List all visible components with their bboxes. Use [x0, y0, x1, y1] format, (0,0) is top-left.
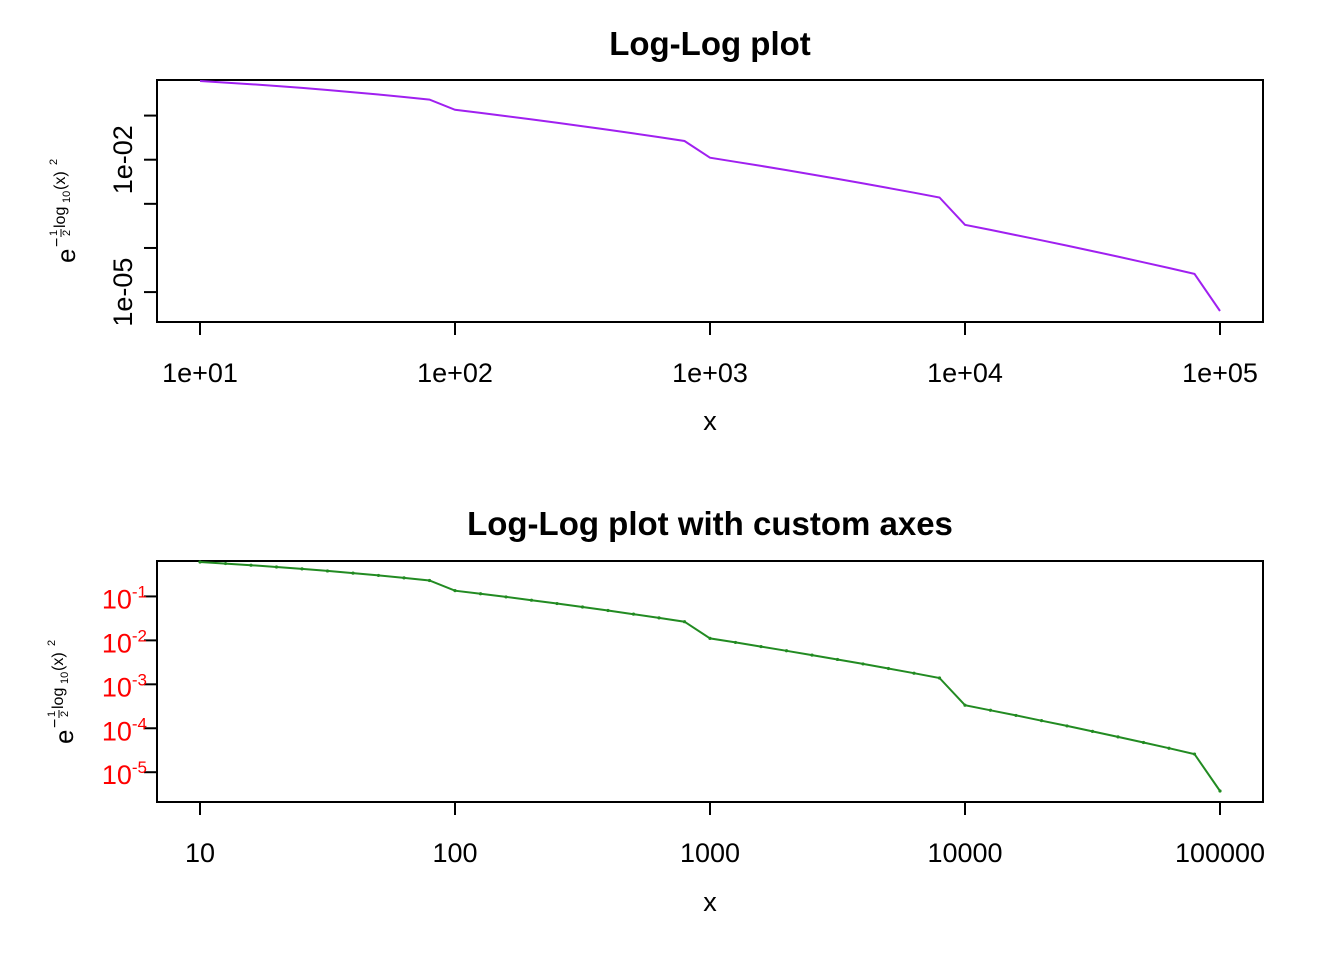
x-tick-label: 1e+04 [927, 358, 1003, 388]
data-point [351, 571, 355, 575]
y-axis-label: e − 1 2 log 10 (x) 2 [46, 640, 79, 744]
y-tick-label: 10-5 [102, 758, 147, 790]
data-point [810, 653, 814, 657]
data-point [784, 649, 789, 653]
data-point [733, 640, 738, 645]
y-axis-label-func: log [50, 688, 67, 709]
x-tick-label: 100000 [1175, 838, 1265, 868]
data-point [1141, 740, 1146, 745]
y-axis-label-frac-num: 1 [46, 711, 58, 717]
y-axis-label-arg-pow: 2 [48, 159, 60, 165]
x-axis: 10 100 1000 10000 100000 [185, 802, 1265, 868]
data-point [1039, 719, 1044, 723]
y-axis-label-frac-den: 2 [61, 230, 73, 236]
data-point [325, 569, 330, 573]
series-line [199, 561, 1221, 792]
data-point [988, 708, 993, 712]
data-point [963, 703, 967, 707]
data-point [1014, 713, 1018, 718]
data-point [759, 644, 763, 649]
chart-title: Log-Log plot [609, 25, 811, 62]
data-point [708, 636, 712, 640]
x-tick-label: 100 [432, 838, 477, 868]
data-point [249, 563, 253, 567]
data-point [1192, 752, 1197, 756]
data-point [835, 657, 840, 662]
y-tick-label: 10-4 [102, 714, 147, 746]
y-axis-label-arg-pow: 2 [46, 640, 58, 646]
data-point [606, 608, 610, 613]
data-point [427, 578, 432, 583]
data-point [529, 598, 534, 602]
y-axis-label-minus: − [47, 719, 64, 728]
y-tick-label: 1e-05 [108, 258, 138, 327]
chart-title: Log-Log plot with custom axes [467, 505, 953, 542]
y-axis-label-minus: − [49, 238, 66, 247]
data-point [580, 605, 585, 609]
y-axis-label-arg: (x) [52, 171, 69, 190]
data-point [657, 616, 661, 620]
x-tick-label: 10 [185, 838, 215, 868]
y-axis-label-base: e [49, 730, 79, 744]
x-axis-label: x [703, 887, 717, 917]
data-point [223, 561, 228, 566]
data-point [376, 573, 381, 578]
y-axis-label-func-sub: 10 [59, 672, 71, 684]
data-point [912, 671, 916, 675]
x-tick-label: 1e+01 [162, 358, 238, 388]
data-point [631, 612, 636, 616]
data-point [1116, 735, 1120, 739]
x-tick-label: 1000 [680, 838, 740, 868]
plot-box [156, 560, 1264, 803]
y-axis-label-func: log [52, 207, 69, 228]
data-point [937, 676, 942, 680]
data-point [504, 595, 508, 599]
y-axis: 10-1 10-2 10-3 10-4 10-5 [102, 582, 157, 790]
data-point [274, 565, 279, 569]
y-axis-label: e − 1 2 log 10 (x) 2 [48, 159, 81, 263]
data-point [198, 560, 202, 564]
plot-box [156, 79, 1264, 323]
data-point [453, 589, 457, 593]
series-line [199, 80, 1221, 312]
y-axis-label-frac-den: 2 [59, 711, 71, 717]
y-axis-label-func-sub: 10 [61, 191, 73, 203]
x-tick-label: 1e+02 [417, 358, 493, 388]
x-tick-label: 1e+03 [672, 358, 748, 388]
data-point [1218, 789, 1222, 793]
y-tick-label: 10-1 [102, 582, 147, 614]
series-points [198, 560, 1222, 793]
chart-panel-bottom: Log-Log plot with custom axes 10 100 1000 1… [46, 505, 1265, 917]
x-tick-label: 1e+05 [1182, 358, 1258, 388]
data-point [861, 662, 865, 666]
y-axis-label-arg: (x) [50, 652, 67, 671]
data-point [1167, 746, 1171, 750]
y-tick-label: 10-2 [102, 626, 147, 658]
x-axis: 1e+01 1e+02 1e+03 1e+04 1e+05 [162, 322, 1258, 388]
data-point [1090, 729, 1095, 733]
data-point [886, 666, 891, 671]
data-point [555, 601, 559, 606]
y-tick-label: 1e-02 [108, 125, 138, 194]
data-point [1065, 724, 1069, 728]
data-point [300, 567, 304, 571]
data-point [478, 592, 483, 596]
y-axis-label-frac-num: 1 [48, 230, 60, 236]
y-axis: 1e-02 1e-05 [108, 114, 157, 327]
data-point [682, 620, 687, 624]
data-point [402, 576, 406, 580]
y-axis-label-base: e [51, 249, 81, 263]
x-axis-label: x [703, 406, 717, 436]
y-tick-label: 10-3 [102, 670, 147, 702]
chart-panel-top: Log-Log plot 1e+01 1e+02 1e+03 1e+04 1e+05 1… [48, 25, 1264, 436]
x-tick-label: 10000 [927, 838, 1002, 868]
